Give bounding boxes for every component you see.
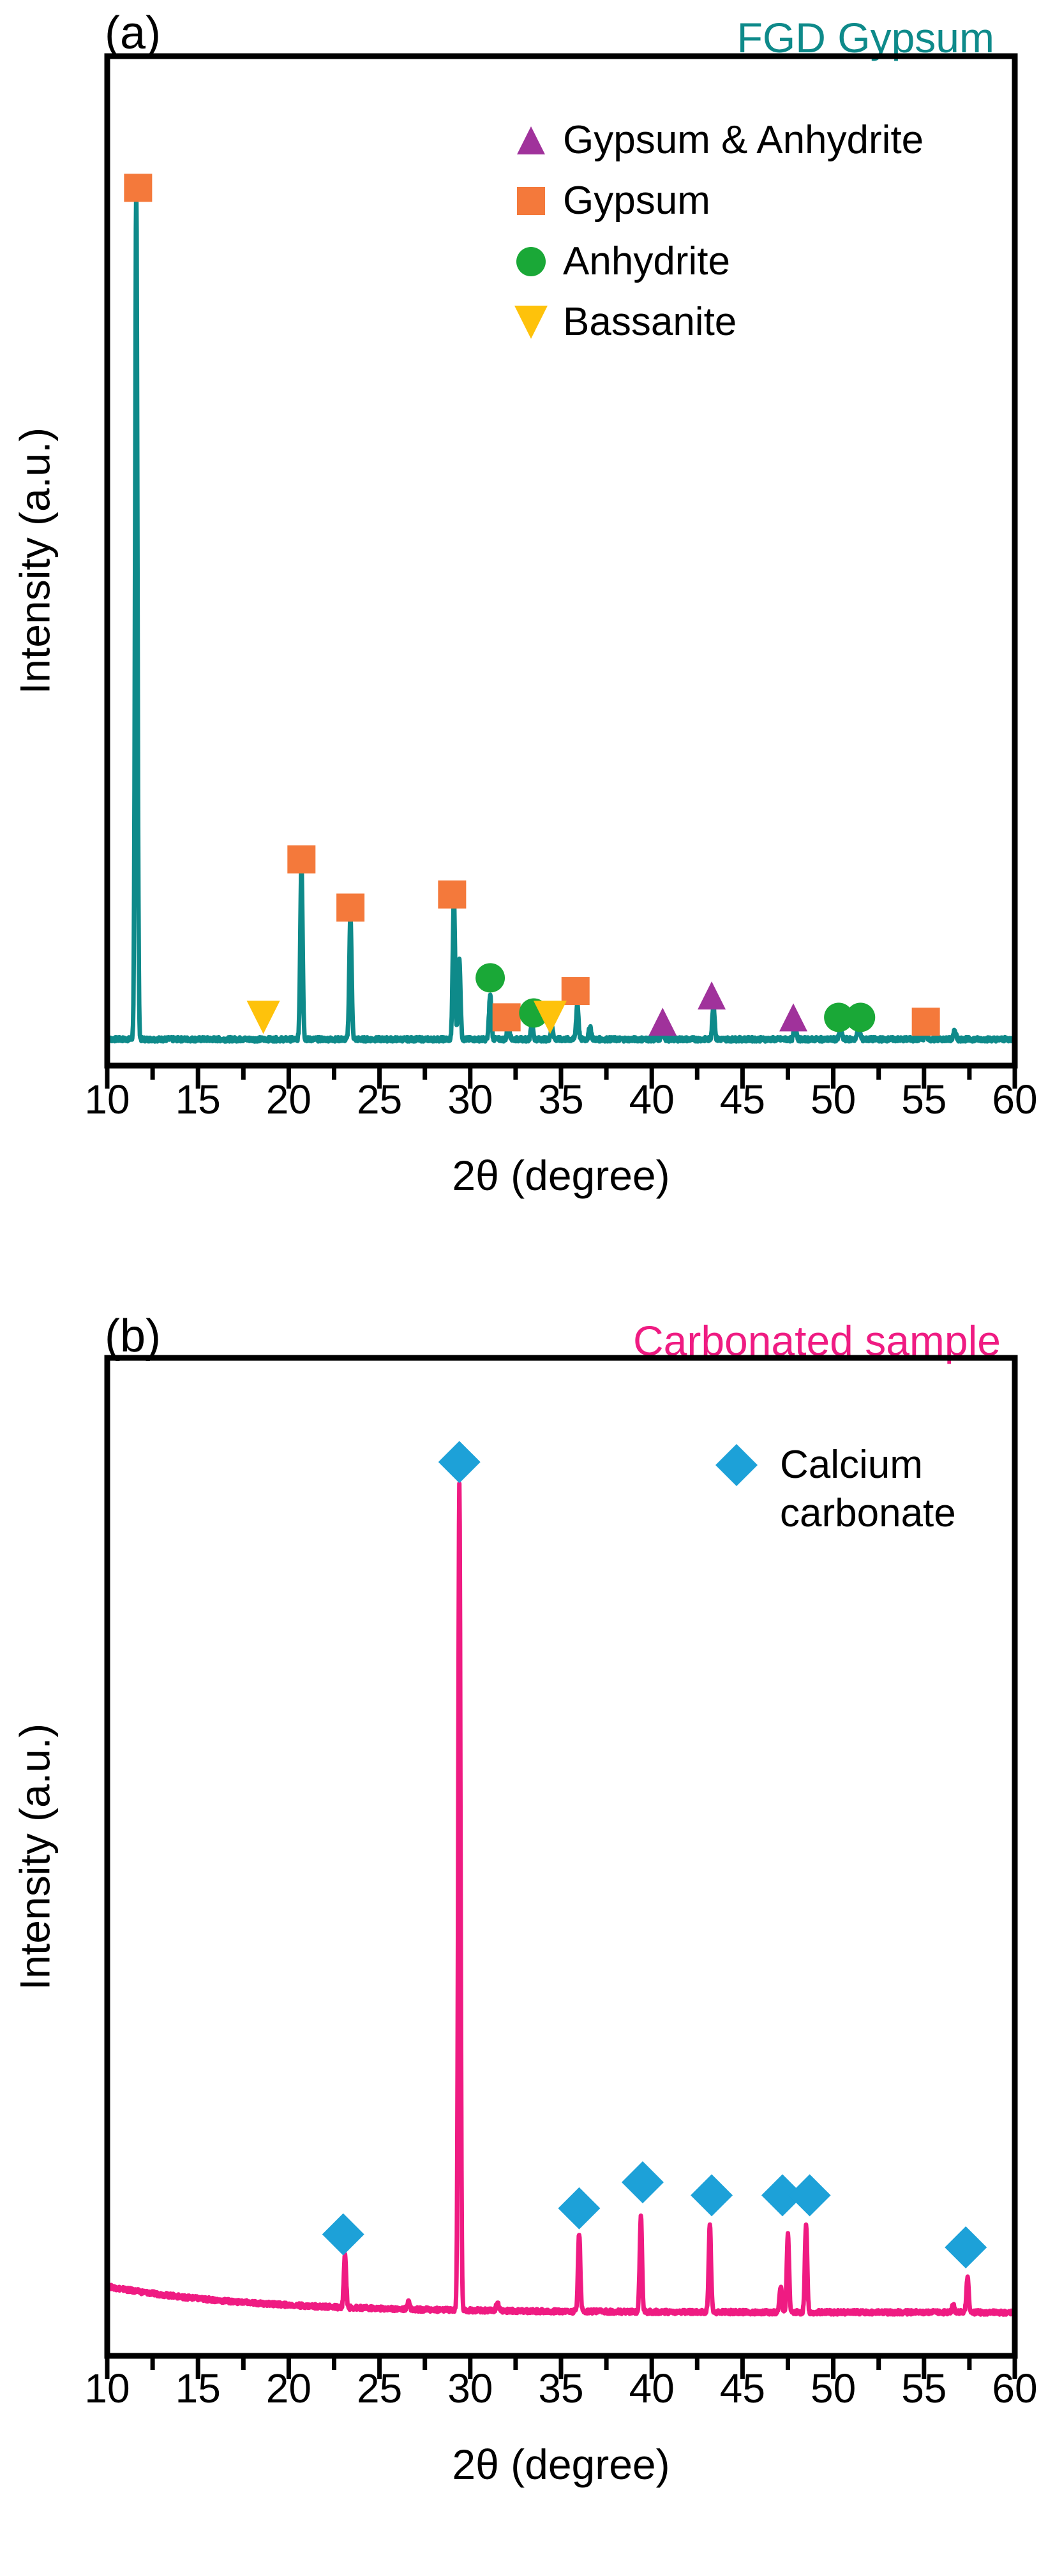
x-tick-label: 45 [720,1076,765,1122]
y-axis-title: Intensity (a.u.) [11,1724,58,1990]
panel-label: (b) [105,1311,161,1362]
x-tick-label: 30 [447,2365,493,2411]
x-tick-label: 35 [538,2365,583,2411]
legend-marker [715,1444,758,1486]
calcium-carbonate-marker [761,2174,804,2217]
x-tick-label: 50 [811,1076,856,1122]
bassanite-marker [533,1001,567,1034]
gypsum-marker [438,880,467,909]
gypsum-anhydrite-marker [698,981,726,1009]
gypsum-marker [287,845,316,874]
x-tick-label: 60 [992,1076,1037,1122]
legend-label: Anhydrite [563,239,730,283]
gypsum-anhydrite-marker [779,1003,808,1032]
calcium-carbonate-marker [945,2226,987,2268]
x-tick-label: 20 [266,2365,311,2411]
bassanite-marker [246,1001,280,1034]
x-tick-label: 15 [176,2365,221,2411]
x-tick-label: 30 [447,1076,493,1122]
y-axis-title: Intensity (a.u.) [11,428,58,694]
calcium-carbonate-marker [788,2174,831,2217]
x-tick-label: 40 [629,1076,675,1122]
legend-label: Bassanite [563,300,737,344]
x-tick-label: 55 [901,1076,947,1122]
calcium-carbonate-marker [322,2213,364,2256]
legend-label: Gypsum & Anhydrite [563,118,924,162]
x-tick-label: 25 [357,1076,402,1122]
gypsum-marker [561,977,590,1006]
x-tick-label: 10 [84,1076,130,1122]
gypsum-marker [911,1008,940,1036]
x-tick-label: 50 [811,2365,856,2411]
legend-marker [517,187,545,215]
x-tick-label: 15 [176,1076,221,1122]
gypsum-marker [336,893,365,922]
gypsum-anhydrite-marker [648,1008,677,1036]
calcium-carbonate-marker [691,2174,733,2217]
anhydrite-marker [475,963,505,993]
panel-label: (a) [105,8,161,59]
plot-frame [104,53,1018,1069]
anhydrite-marker [824,1002,854,1032]
calcium-carbonate-marker [438,1441,481,1484]
x-tick-label: 60 [992,2365,1037,2411]
gypsum-marker [124,174,153,202]
x-tick-label: 55 [901,2365,947,2411]
legend-marker [516,247,546,276]
x-axis-title: 2θ (degree) [452,1152,670,1199]
spectrum-line [105,1481,1017,2317]
legend-label: Gypsum [563,179,710,223]
legend-label: Calcium carbonate [780,1443,956,1535]
legend-marker [514,306,548,339]
x-tick-label: 25 [357,2365,402,2411]
calcium-carbonate-marker [621,2161,664,2203]
gypsum-marker [492,1003,521,1032]
x-tick-label: 20 [266,1076,311,1122]
x-axis-title: 2θ (degree) [452,2441,670,2488]
anhydrite-marker [846,1002,876,1032]
x-tick-label: 40 [629,2365,675,2411]
x-tick-label: 35 [538,1076,583,1122]
x-tick-label: 10 [84,2365,130,2411]
x-tick-label: 45 [720,2365,765,2411]
spectrum-line [105,185,1017,1044]
legend-marker [517,126,545,154]
calcium-carbonate-marker [558,2187,601,2230]
